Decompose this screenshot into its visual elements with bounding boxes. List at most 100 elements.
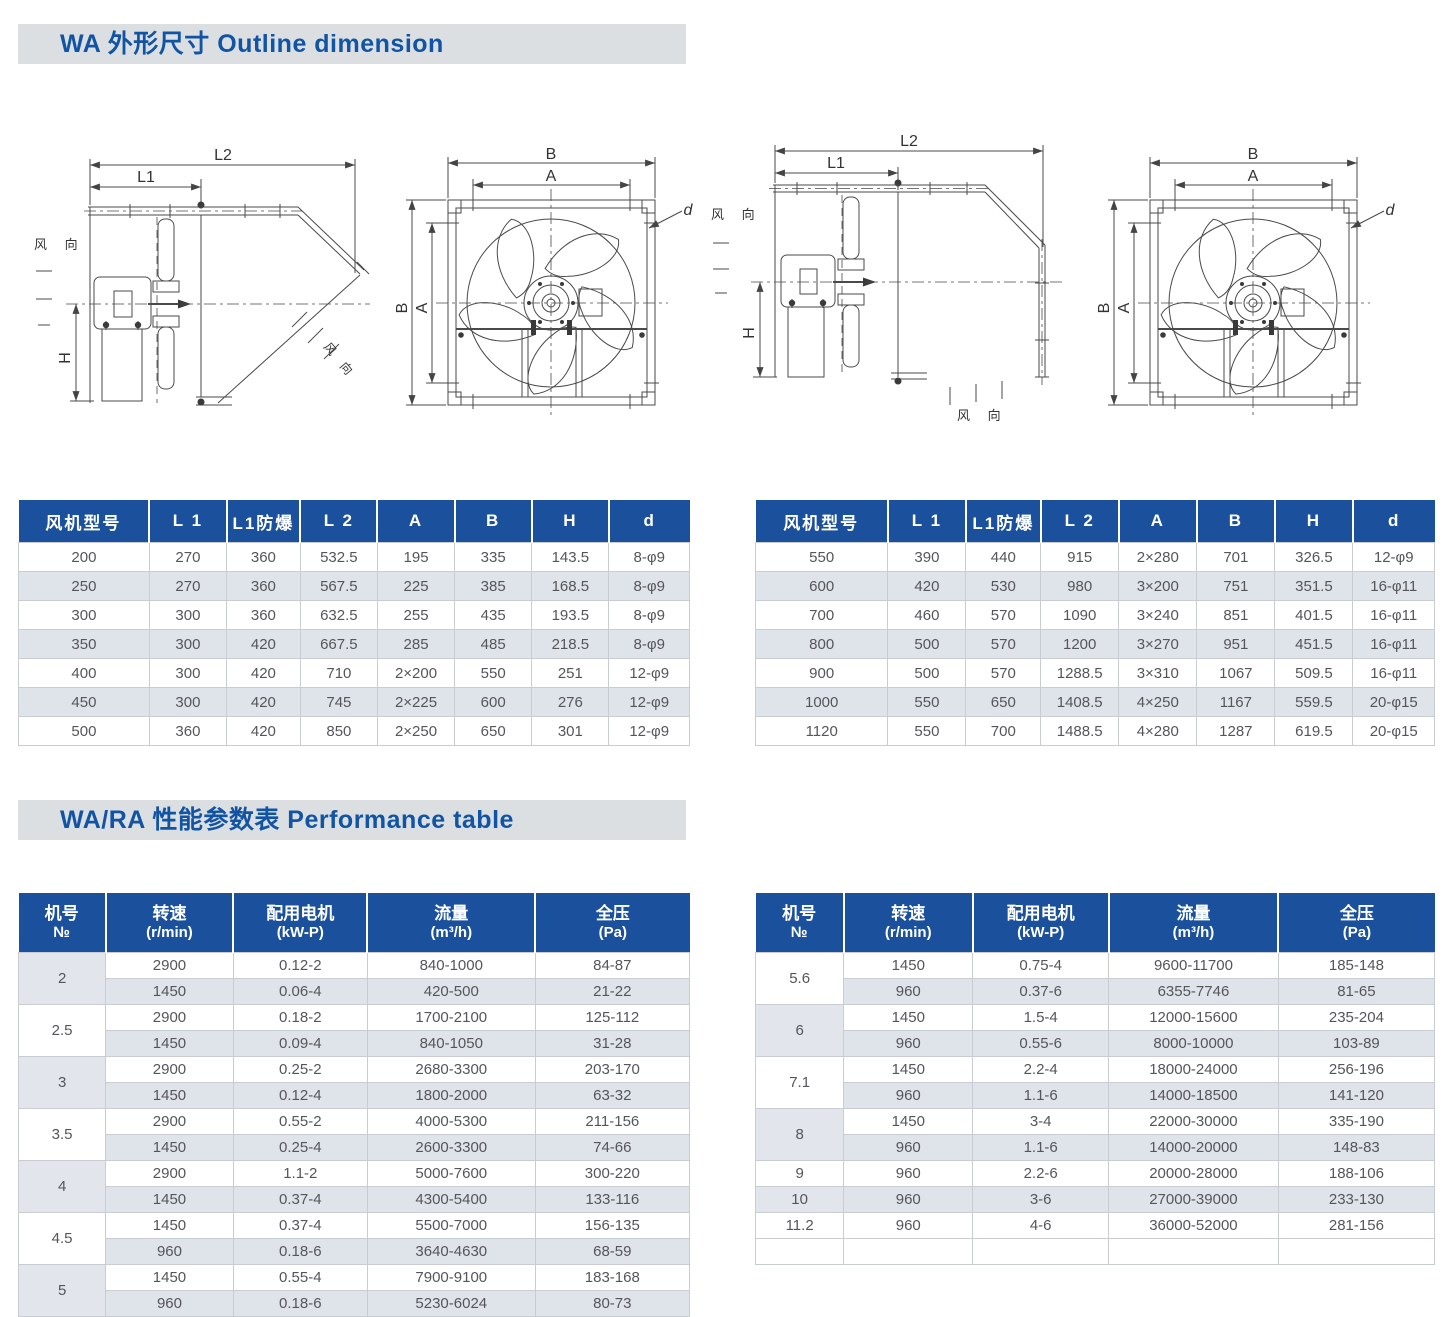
table-cell: 1120 — [754, 716, 889, 746]
table-cell: 103-89 — [1277, 1030, 1436, 1057]
dim-label-l1: L1 — [827, 155, 845, 172]
table-cell: 4000-5300 — [366, 1108, 536, 1135]
wind-direction-label-diagonal: 风 向 — [321, 339, 360, 381]
table-row: 960 0.37-6 6355-7746 81-65 — [756, 978, 1436, 1005]
table-cell: 532.5 — [299, 542, 378, 572]
table-cell: 650 — [965, 687, 1042, 717]
table-cell: 3×310 — [1118, 658, 1198, 688]
table-cell: 0.09-4 — [232, 1030, 368, 1057]
table-cell: 2900 — [105, 1056, 234, 1083]
table-cell: 460 — [887, 600, 967, 630]
model-no-cell: 3 — [17, 1056, 107, 1109]
table-cell: 3-6 — [972, 1186, 1110, 1213]
table-cell: 1450 — [843, 1056, 974, 1083]
table-cell: 4300-5400 — [366, 1186, 536, 1213]
dim-label-l2: L2 — [214, 147, 232, 164]
table-cell: 3×240 — [1118, 600, 1198, 630]
col-a: A — [376, 500, 455, 543]
model-no-cell: 6 — [754, 1004, 845, 1057]
table-cell: 300 — [148, 687, 228, 717]
ra-side-view-drawing: L2 L1 H 风 向 风 向 — [711, 133, 1063, 423]
table-row: 1450 0.06-4 420-500 21-22 — [19, 978, 691, 1005]
table-cell: 6355-7746 — [1108, 978, 1279, 1005]
wind-direction-label: 风 向 — [34, 237, 85, 252]
table-cell: 195 — [376, 542, 456, 572]
col-l2: L 2 — [299, 500, 378, 543]
table-cell: 1.1-6 — [972, 1082, 1110, 1109]
col-model-no: 机号 № — [18, 893, 106, 953]
table-cell: 420 — [226, 687, 301, 717]
table-cell: 300 — [18, 600, 150, 630]
table-cell: 326.5 — [1274, 542, 1354, 572]
table-cell: 251 — [531, 658, 610, 688]
table-cell: 5500-7000 — [366, 1212, 536, 1239]
col-model-no: 机号 № — [755, 893, 844, 953]
table-cell: 1700-2100 — [366, 1004, 536, 1031]
table-cell: 1200 — [1040, 629, 1120, 659]
table-row: 5 1450 0.55-4 7900-9100 183-168 — [17, 1264, 691, 1317]
table-cell: 0.25-4 — [232, 1134, 368, 1161]
table-row: 350 300 420 667.5 285 485 218.5 8-φ9 — [18, 629, 690, 659]
table-row: 550 390 440 915 2×280 701 326.5 12-φ9 — [754, 542, 1435, 572]
table-row: 4.5 1450 0.37-4 5500-7000 156-135 — [17, 1212, 691, 1265]
table-body: 200 270 360 532.5 195 335 143.5 8-φ9 250 270 360 56… — [18, 542, 690, 746]
table-cell: 980 — [1040, 571, 1120, 601]
table-cell: 450 — [18, 687, 150, 717]
table-cell: 1450 — [105, 1134, 234, 1161]
table-cell: 335-190 — [1277, 1108, 1436, 1135]
table-cell: 1450 — [105, 1030, 234, 1057]
table-cell: 2.2-6 — [972, 1160, 1110, 1187]
table-cell: 20-φ15 — [1352, 716, 1435, 746]
table-cell: 2680-3300 — [366, 1056, 536, 1083]
table-cell: 401.5 — [1274, 600, 1354, 630]
table-cell: 701 — [1196, 542, 1276, 572]
table-row: 960 0.18-6 5230-6024 80-73 — [19, 1290, 691, 1317]
table-header-row: 风机型号 L 1 L1防爆 L 2 A B H d — [755, 500, 1435, 543]
table-cell: 360 — [226, 542, 301, 572]
table-cell: 1408.5 — [1040, 687, 1120, 717]
table-cell: 185-148 — [1277, 952, 1436, 979]
table-row: 400 300 420 710 2×200 550 251 12-φ9 — [18, 658, 690, 688]
table-row — [754, 1238, 1436, 1265]
table-cell: 156-135 — [534, 1212, 691, 1239]
table-row: 300 300 360 632.5 255 435 193.5 8-φ9 — [18, 600, 690, 630]
table-cell: 256-196 — [1277, 1056, 1436, 1083]
table-cell: 203-170 — [534, 1056, 691, 1083]
col-airflow: 流量 (m³/h) — [1107, 893, 1279, 953]
table-cell: 2900 — [105, 1108, 234, 1135]
table-cell: 1450 — [105, 978, 234, 1005]
table-cell: 8-φ9 — [608, 629, 690, 659]
table-cell: 80-73 — [534, 1290, 691, 1317]
table-cell: 63-32 — [534, 1082, 691, 1109]
table-cell: 16-φ11 — [1352, 629, 1435, 659]
table-cell: 218.5 — [531, 629, 610, 659]
table-cell: 550 — [454, 658, 533, 688]
table-cell: 84-87 — [534, 952, 691, 979]
table-cell: 183-168 — [534, 1264, 691, 1291]
table-cell: 500 — [887, 658, 967, 688]
table-cell: 420 — [226, 716, 301, 746]
table-cell: 12-φ9 — [608, 658, 690, 688]
table-row: 1450 0.37-4 4300-5400 133-116 — [19, 1186, 691, 1213]
model-no-cell: 5 — [17, 1264, 107, 1317]
table-cell: 0.06-4 — [232, 978, 368, 1005]
table-cell: 168.5 — [531, 571, 610, 601]
table-cell — [843, 1238, 974, 1265]
table-cell: 667.5 — [299, 629, 378, 659]
model-no-cell: 11.2 — [754, 1212, 845, 1239]
model-no-cell: 2.5 — [17, 1004, 107, 1057]
col-a: A — [1117, 500, 1197, 543]
table-cell: 0.12-4 — [232, 1082, 368, 1109]
dim-label-h: H — [741, 327, 758, 339]
table-row: 200 270 360 532.5 195 335 143.5 8-φ9 — [18, 542, 690, 572]
performance-table-left: 机号 № 转速 (r/min) 配用电机 (kW-P) 流量 (m³/h) 全压 (Pa)… — [17, 893, 691, 1317]
model-no-cell: 5.6 — [754, 952, 845, 1005]
table-cell: 9600-11700 — [1108, 952, 1279, 979]
table-cell — [1108, 1238, 1279, 1265]
table-cell: 2900 — [105, 1004, 234, 1031]
table-cell: 960 — [843, 978, 974, 1005]
table-cell: 141-120 — [1277, 1082, 1436, 1109]
table-cell: 900 — [754, 658, 889, 688]
table-cell: 400 — [18, 658, 150, 688]
dim-label-l1: L1 — [137, 169, 155, 186]
